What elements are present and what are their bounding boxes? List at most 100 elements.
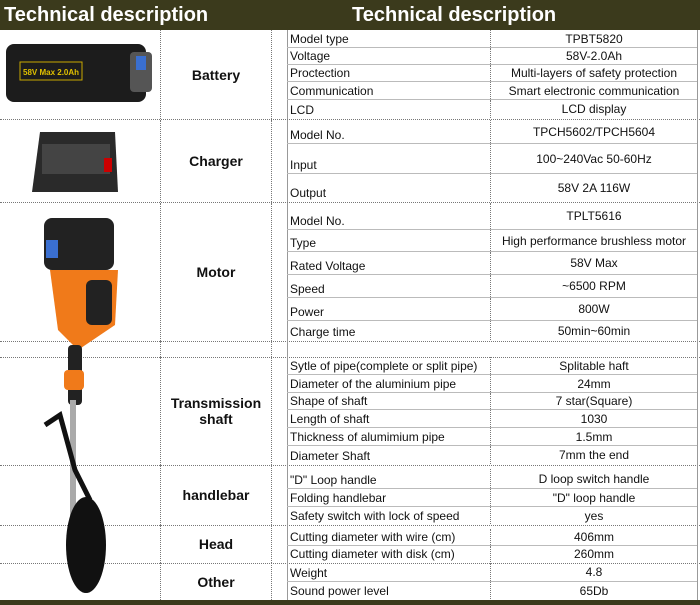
spec-label: Rated Voltage xyxy=(290,259,366,273)
spec-value: 58V-2.0Ah xyxy=(490,48,697,64)
category-label: Charger xyxy=(160,120,272,202)
spec-label: Folding handlebar xyxy=(290,491,387,505)
spacer-column xyxy=(271,30,288,119)
spacer-column xyxy=(271,525,288,563)
trimmer-image xyxy=(0,210,158,600)
spec-row: Voltage 58V-2.0Ah xyxy=(287,48,697,65)
section-spacer xyxy=(0,341,700,358)
spec-row: Cutting diameter with wire (cm) 406mm xyxy=(287,529,697,546)
spec-row: Model No. TPCH5602/TPCH5604 xyxy=(287,120,697,144)
spec-row: Charge time 50min~60min xyxy=(287,321,697,340)
spec-label: Cutting diameter with wire (cm) xyxy=(290,530,456,544)
spec-row: Input 100~240Vac 50-60Hz xyxy=(287,144,697,174)
spec-value: 4.8 xyxy=(490,563,697,581)
spec-row: Sytle of pipe(complete or split pipe) Spl… xyxy=(287,357,697,375)
spec-row: Proctection Multi-layers of safety protec… xyxy=(287,65,697,82)
spec-label: Input xyxy=(290,158,317,172)
spec-value: 50min~60min xyxy=(490,321,697,340)
spec-value: 65Db xyxy=(490,582,697,599)
charger-image xyxy=(0,124,158,200)
spec-value: 7 star(Square) xyxy=(490,393,697,409)
spec-row: Power 800W xyxy=(287,298,697,321)
spec-row: Rated Voltage 58V Max xyxy=(287,252,697,275)
spec-value: Splitable haft xyxy=(490,357,697,374)
table-right-border xyxy=(697,30,698,600)
section-head: Head Cutting diameter with wire (cm) 406mm… xyxy=(0,525,700,564)
spec-label: Sytle of pipe(complete or split pipe) xyxy=(290,359,478,373)
spec-label: Thickness of alumimium pipe xyxy=(290,430,445,444)
spec-value: 100~240Vac 50-60Hz xyxy=(490,144,697,173)
category-label: Other xyxy=(160,563,272,600)
spec-row: LCD LCD display xyxy=(287,100,697,118)
spec-value: TPLT5616 xyxy=(490,203,697,229)
spec-value: TPBT5820 xyxy=(490,30,697,47)
spacer-column xyxy=(271,341,288,357)
spec-value: Multi-layers of safety protection xyxy=(490,65,697,81)
category-label xyxy=(160,341,272,357)
category-label: Transmission shaft xyxy=(160,357,272,465)
section-charger: Charger Model No. TPCH5602/TPCH5604 Input 10… xyxy=(0,120,700,203)
category-label: Motor xyxy=(160,203,272,341)
spec-label: Type xyxy=(290,236,317,250)
battery-image: 58V Max 2.0Ah xyxy=(0,34,158,114)
spec-row: Safety switch with lock of speed yes xyxy=(287,507,697,524)
category-label: Battery xyxy=(160,30,272,119)
header-title-right: Technical description xyxy=(352,4,557,26)
spec-row: Shape of shaft 7 star(Square) xyxy=(287,393,697,410)
spec-label: Diameter Shaft xyxy=(290,449,371,463)
spec-value: 1.5mm xyxy=(490,428,697,445)
section-handlebar: handlebar "D" Loop handle D loop switch ha… xyxy=(0,465,700,526)
spec-value: ~6500 RPM xyxy=(490,275,697,297)
spec-value: TPCH5602/TPCH5604 xyxy=(490,120,697,143)
category-label: Head xyxy=(160,525,272,563)
header-title-left: Technical description xyxy=(4,4,209,26)
battery-label-text: 58V Max 2.0Ah xyxy=(23,68,79,77)
spec-value: 58V 2A 116W xyxy=(490,174,697,201)
spacer-column xyxy=(271,563,288,600)
spec-label: Sound power level xyxy=(290,584,389,598)
spacer-column xyxy=(271,120,288,202)
spec-label: Weight xyxy=(290,566,328,580)
section-battery: Battery Model type TPBT5820 Voltage 58V-2.0A… xyxy=(0,30,700,120)
spec-label: Model No. xyxy=(290,128,345,142)
spec-row: Folding handlebar "D" loop handle xyxy=(287,489,697,507)
spec-value: Smart electronic communication xyxy=(490,82,697,99)
spec-label: Cutting diameter with disk (cm) xyxy=(290,547,455,561)
category-label: handlebar xyxy=(160,465,272,525)
spec-value: "D" loop handle xyxy=(490,489,697,506)
spec-value: 260mm xyxy=(490,546,697,562)
spec-value: D loop switch handle xyxy=(490,469,697,488)
spec-row: Diameter Shaft 7mm the end xyxy=(287,446,697,464)
spec-value: 1030 xyxy=(490,410,697,427)
spec-value: 58V Max xyxy=(490,252,697,274)
spec-label: Power xyxy=(290,305,325,319)
footer-band xyxy=(0,600,700,605)
spec-row: Thickness of alumimium pipe 1.5mm xyxy=(287,428,697,446)
spec-value: 800W xyxy=(490,298,697,320)
spec-row: Sound power level 65Db xyxy=(287,582,697,599)
spec-row: "D" Loop handle D loop switch handle xyxy=(287,469,697,489)
spec-label: Shape of shaft xyxy=(290,394,368,408)
spec-label: "D" Loop handle xyxy=(290,473,377,487)
spec-row: Model type TPBT5820 xyxy=(287,30,697,48)
spec-label: Voltage xyxy=(290,49,331,63)
spec-row: Type High performance brushless motor xyxy=(287,230,697,252)
spec-value: yes xyxy=(490,507,697,524)
spec-row: Length of shaft 1030 xyxy=(287,410,697,428)
spec-value: 24mm xyxy=(490,375,697,392)
spec-label: Model No. xyxy=(290,214,345,228)
spec-label: Model type xyxy=(290,32,349,46)
section-transmission-shaft: Transmission shaft Sytle of pipe(complete… xyxy=(0,357,700,466)
spec-row: Cutting diameter with disk (cm) 260mm xyxy=(287,546,697,562)
spec-value: 406mm xyxy=(490,529,697,545)
spec-row: Communication Smart electronic communicat… xyxy=(287,82,697,100)
spec-label: Safety switch with lock of speed xyxy=(290,509,460,523)
spec-label: Output xyxy=(290,186,327,200)
spec-label: Charge time xyxy=(290,325,356,339)
spec-label: LCD xyxy=(290,103,315,117)
spec-label: Communication xyxy=(290,84,374,98)
spec-label: Speed xyxy=(290,282,325,296)
spec-row: Speed ~6500 RPM xyxy=(287,275,697,298)
spacer-column xyxy=(271,465,288,525)
spec-row: Model No. TPLT5616 xyxy=(287,203,697,230)
